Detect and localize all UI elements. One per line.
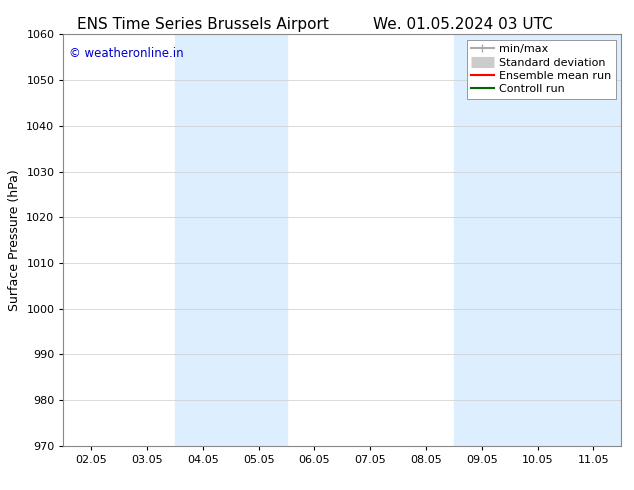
Bar <box>175 34 287 446</box>
Legend: min/max, Standard deviation, Ensemble mean run, Controll run: min/max, Standard deviation, Ensemble me… <box>467 40 616 99</box>
Text: ENS Time Series Brussels Airport: ENS Time Series Brussels Airport <box>77 17 329 32</box>
Y-axis label: Surface Pressure (hPa): Surface Pressure (hPa) <box>8 169 21 311</box>
Text: © weatheronline.in: © weatheronline.in <box>69 47 184 60</box>
Bar <box>454 34 621 446</box>
Text: We. 01.05.2024 03 UTC: We. 01.05.2024 03 UTC <box>373 17 553 32</box>
